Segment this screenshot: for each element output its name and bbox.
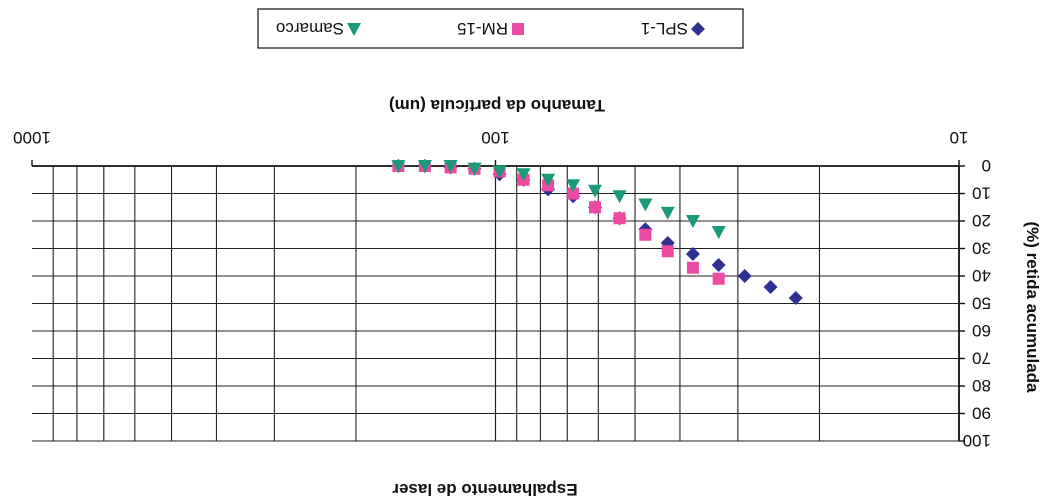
- data-point-samarco: [417, 160, 432, 173]
- data-point-rm-15: [686, 261, 699, 274]
- chart-title: Espalhamento de laser: [392, 480, 578, 499]
- y-tick-label: 30: [972, 239, 991, 258]
- data-point-spl-1: [788, 291, 803, 305]
- data-point-samarco: [467, 162, 482, 176]
- legend-marker-spl-1: [691, 22, 705, 36]
- y-tick-label: 80: [972, 376, 991, 395]
- legend-label-rm-15: RM-15: [457, 19, 508, 38]
- legend-label-spl-1: SPL-1: [641, 19, 688, 38]
- x-tick-label: 100: [481, 128, 509, 147]
- data-point-samarco: [587, 184, 602, 198]
- data-point-rm-15: [588, 201, 601, 214]
- y-tick-label: 0: [982, 156, 991, 175]
- data-point-samarco: [391, 160, 406, 173]
- y-tick-label: 100: [963, 431, 991, 450]
- y-tick-label: 40: [972, 266, 991, 285]
- data-point-spl-1: [685, 247, 700, 261]
- data-point-samarco: [711, 226, 726, 239]
- y-axis-label: (%) retida acumulada: [1023, 222, 1042, 394]
- data-point-spl-1: [737, 269, 752, 283]
- data-point-spl-1: [763, 280, 778, 294]
- data-point-samarco: [638, 198, 653, 212]
- data-point-samarco: [541, 173, 556, 187]
- legend-label-samarco: Samarco: [276, 19, 344, 38]
- data-point-spl-1: [711, 258, 726, 272]
- data-point-samarco: [612, 190, 627, 204]
- legend-marker-samarco: [347, 23, 361, 36]
- data-point-samarco: [660, 206, 675, 220]
- y-tick-label: 50: [972, 294, 991, 313]
- data-point-rm-15: [712, 272, 725, 285]
- data-point-rm-15: [661, 245, 674, 258]
- y-tick-label: 70: [972, 349, 991, 368]
- data-point-rm-15: [613, 212, 626, 225]
- x-axis-label: Tamanho da partícula (um): [389, 96, 605, 115]
- data-point-rm-15: [567, 187, 580, 200]
- y-tick-label: 60: [972, 321, 991, 340]
- data-point-samarco: [685, 215, 700, 228]
- data-point-rm-15: [639, 228, 652, 241]
- data-point-samarco: [443, 160, 458, 173]
- legend-marker-rm-15: [512, 23, 524, 35]
- y-tick-label: 20: [972, 211, 991, 230]
- data-point-samarco: [516, 168, 531, 182]
- legend-box: [257, 8, 744, 49]
- legend: SPL-1 RM-15 Samarco: [257, 8, 744, 49]
- y-tick-label: 90: [972, 404, 991, 423]
- x-tick-label: 10: [950, 128, 969, 147]
- data-point-samarco: [492, 165, 507, 179]
- data-point-samarco: [566, 179, 581, 193]
- x-tick-label: 1000: [13, 128, 51, 147]
- y-tick-label: 10: [972, 184, 991, 203]
